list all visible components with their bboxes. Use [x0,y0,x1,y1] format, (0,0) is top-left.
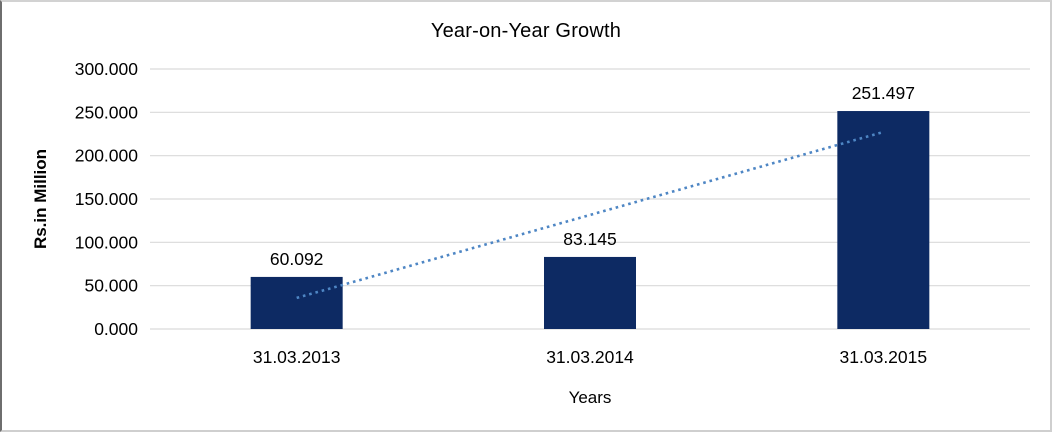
x-category-label: 31.03.2015 [840,347,928,367]
x-category-label: 31.03.2014 [546,347,634,367]
bar [837,111,930,329]
chart-title: Year-on-Year Growth [430,20,622,42]
bar-value-label: 60.092 [270,249,324,269]
bar-value-label: 251.497 [852,83,915,103]
bar [250,276,343,329]
bar [544,256,636,329]
x-category-label: 31.03.2013 [253,347,341,367]
y-tick-label: 200.000 [75,146,139,166]
y-tick-label: 100.000 [75,232,139,252]
y-tick-label: 250.000 [75,102,139,122]
y-tick-label: 0.000 [94,319,138,339]
y-tick-label: 50.000 [84,276,138,296]
y-tick-label: 300.000 [75,59,139,79]
x-axis-title: Years [568,388,612,407]
bar-value-label: 83.145 [563,229,617,249]
trendline [296,130,884,300]
y-tick-label: 150.000 [75,189,139,209]
